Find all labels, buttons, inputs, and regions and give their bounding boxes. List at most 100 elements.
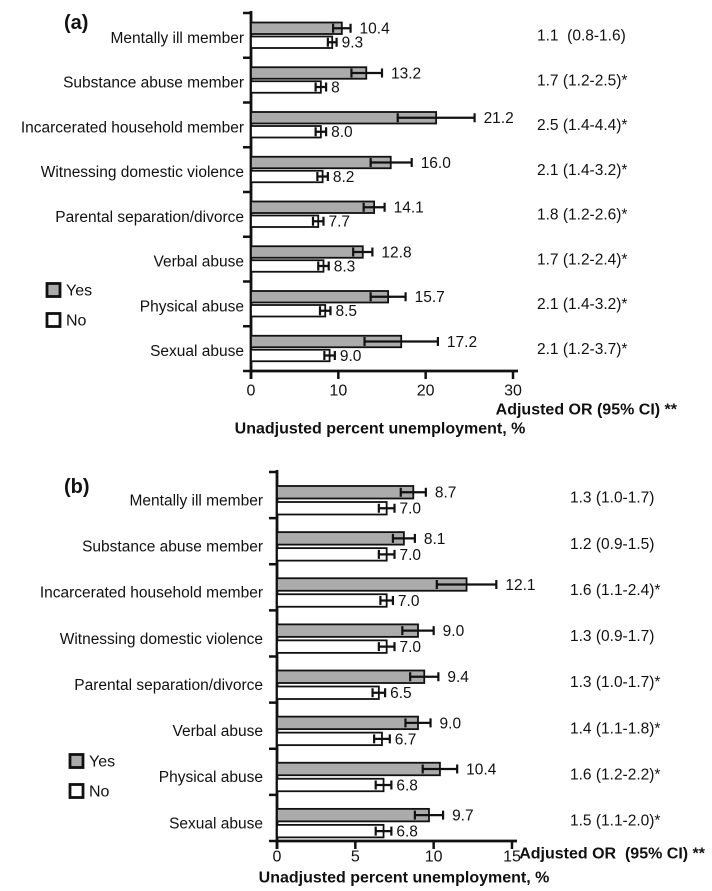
error-bar-no xyxy=(379,596,395,605)
value-label-no: 6.5 xyxy=(390,685,412,702)
error-bar-yes xyxy=(413,810,445,820)
x-tick-label: 10 xyxy=(425,849,443,866)
bar-no xyxy=(276,501,388,516)
bar-no xyxy=(250,259,325,273)
adjusted-or-value: 2.1 (1.4-3.2)* xyxy=(537,296,627,313)
legend-swatch-no xyxy=(45,312,62,328)
x-axis-title: Unadjusted percent unemployment, % xyxy=(235,421,526,438)
value-label-yes: 15.7 xyxy=(415,289,445,306)
category-label: Incarcerated household member xyxy=(21,119,244,136)
value-label-yes: 10.4 xyxy=(466,761,497,778)
legend-swatch-no xyxy=(68,783,85,799)
category-label: Mentally ill member xyxy=(110,30,244,47)
value-label-no: 9.0 xyxy=(340,348,362,365)
error-bar-no xyxy=(377,549,396,559)
adjusted-or-value: 1.3 (0.9-1.7) xyxy=(570,628,654,645)
bar-no xyxy=(276,823,385,839)
adjusted-or-value: 2.1 (1.4-3.2)* xyxy=(537,162,627,179)
legend-label-yes: Yes xyxy=(89,754,115,771)
bar-yes xyxy=(276,715,419,731)
value-label-no: 8.0 xyxy=(331,124,353,141)
error-bar-yes xyxy=(362,202,386,212)
error-bar-yes xyxy=(396,113,476,123)
bar-no xyxy=(250,80,322,94)
adjusted-or-value: 2.1 (1.2-3.7)* xyxy=(537,341,627,358)
category-label: Sexual abuse xyxy=(169,815,263,832)
value-label-yes: 21.2 xyxy=(484,110,514,127)
category-label: Witnessing domestic violence xyxy=(41,164,244,181)
value-label-yes: 9.0 xyxy=(440,715,462,732)
adjusted-or-value: 1.6 (1.2-2.2)* xyxy=(570,766,660,783)
value-label-no: 7.0 xyxy=(398,593,420,610)
error-bar-yes xyxy=(401,626,435,636)
value-label-no: 8.5 xyxy=(335,303,357,320)
legend-label-no: No xyxy=(66,313,87,330)
error-bar-no xyxy=(311,216,325,226)
category-label: Mentally ill member xyxy=(129,492,263,509)
error-bar-no xyxy=(374,780,393,790)
x-tick-label: 0 xyxy=(273,849,282,866)
value-label-yes: 16.0 xyxy=(421,155,452,172)
error-bar-yes xyxy=(421,764,459,774)
panel-label: (a) xyxy=(64,12,88,34)
adjusted-or-value: 2.5 (1.4-4.4)* xyxy=(537,117,627,134)
x-tick-label: 0 xyxy=(247,383,256,400)
value-label-yes: 8.7 xyxy=(435,485,457,502)
error-bar-no xyxy=(371,688,387,698)
value-label-no: 8 xyxy=(331,79,340,96)
bar-yes xyxy=(276,623,419,638)
error-bar-no xyxy=(377,642,396,652)
bar-no xyxy=(276,639,388,654)
adjusted-or-value: 1.3 (1.0-1.7) xyxy=(570,490,654,507)
bar-no xyxy=(250,125,322,139)
legend-swatch-yes xyxy=(45,282,62,298)
error-bar-no xyxy=(326,37,338,47)
error-bar-yes xyxy=(350,68,384,78)
category-label: Verbal abuse xyxy=(154,254,245,271)
error-bar-yes xyxy=(399,487,427,497)
bar-yes xyxy=(276,761,441,777)
error-bar-yes xyxy=(352,247,374,257)
error-bar-yes xyxy=(331,23,352,33)
value-label-yes: 12.1 xyxy=(505,577,535,594)
category-label: Physical abuse xyxy=(140,298,244,315)
bar-no xyxy=(250,348,331,363)
value-label-yes: 9.4 xyxy=(447,669,469,686)
value-label-yes: 13.2 xyxy=(391,65,421,82)
category-label: Parental separation/divorce xyxy=(74,677,263,694)
value-label-yes: 9.7 xyxy=(452,808,474,825)
x-tick-label: 5 xyxy=(351,849,360,866)
bar-yes xyxy=(276,669,426,684)
value-label-no: 7.0 xyxy=(400,501,422,518)
value-label-no: 6.8 xyxy=(396,824,418,841)
error-bar-yes xyxy=(404,718,432,728)
adjusted-or-value: 1.7 (1.2-2.5)* xyxy=(537,72,627,89)
adjusted-or-value: 1.4 (1.1-1.8)* xyxy=(570,720,660,737)
legend-label-no: No xyxy=(89,784,110,801)
bar-yes xyxy=(276,807,430,823)
error-bar-no xyxy=(373,734,391,744)
bar-yes xyxy=(250,245,364,259)
error-bar-no xyxy=(323,351,336,360)
adjusted-or-value: 1.8 (1.2-2.6)* xyxy=(537,207,627,224)
error-bar-yes xyxy=(369,158,413,167)
x-tick-label: 20 xyxy=(417,383,435,400)
adjusted-or-value: 1.1 (0.8-1.6) xyxy=(537,28,626,45)
category-label: Substance abuse member xyxy=(63,75,244,92)
bar-yes xyxy=(250,290,390,304)
value-label-yes: 9.0 xyxy=(443,623,465,640)
error-bar-yes xyxy=(363,337,439,346)
adjusted-or-value: 1.7 (1.2-2.4)* xyxy=(537,251,627,268)
bar-yes xyxy=(250,21,343,35)
adjusted-or-header: Adjusted OR (95% CI) ** xyxy=(496,402,678,419)
category-label: Sexual abuse xyxy=(150,343,244,360)
bar-no xyxy=(250,169,324,184)
x-axis-title: Unadjusted percent unemployment, % xyxy=(259,870,550,887)
adjusted-or-value: 1.3 (1.0-1.7)* xyxy=(570,674,660,691)
bar-no xyxy=(250,214,320,228)
category-label: Verbal abuse xyxy=(173,723,264,740)
adjusted-or-value: 1.5 (1.1-2.0)* xyxy=(570,813,660,830)
value-label-yes: 14.1 xyxy=(394,200,424,217)
bar-no xyxy=(250,304,327,318)
